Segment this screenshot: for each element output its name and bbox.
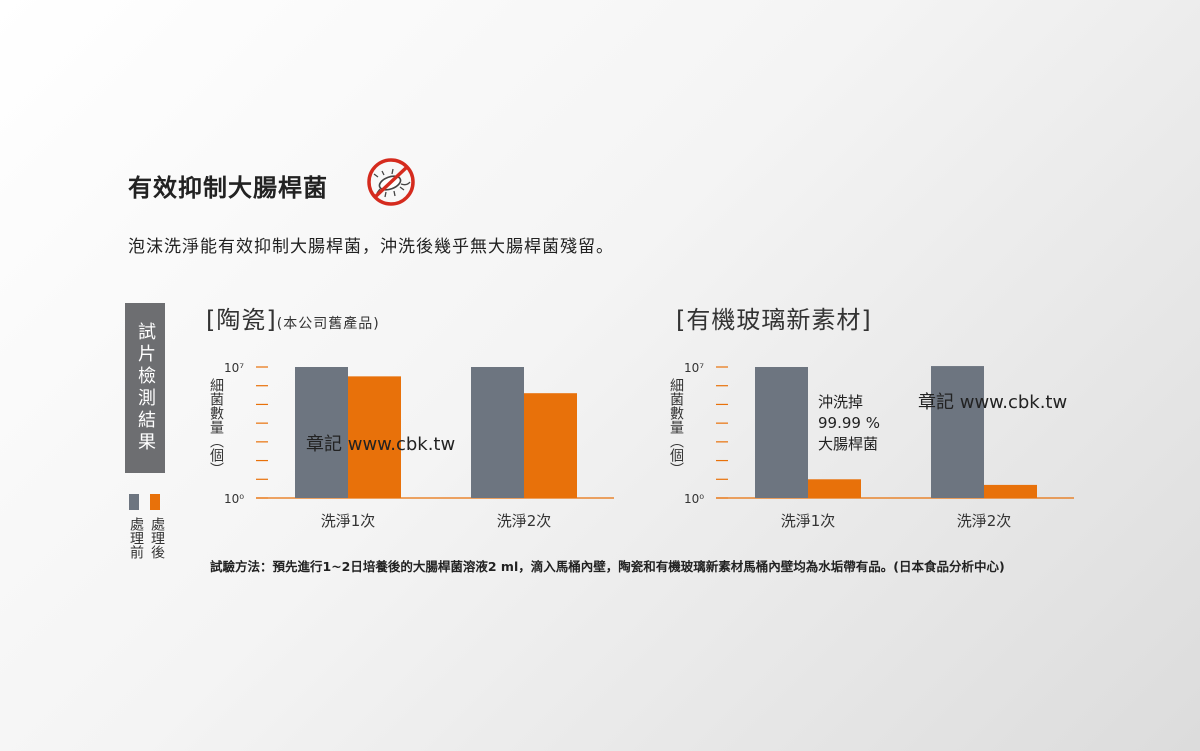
watermark: 章記 www.cbk.tw bbox=[918, 392, 1068, 413]
bar bbox=[348, 376, 401, 498]
bar bbox=[524, 393, 577, 498]
x-tick-label: 洗淨1次 bbox=[781, 512, 836, 530]
bar bbox=[755, 367, 808, 498]
x-tick-label: 洗淨2次 bbox=[497, 512, 552, 530]
chart1-plot: 10⁷ 10⁰ 洗淨1次 洗淨2次 bbox=[224, 361, 614, 530]
bar bbox=[808, 479, 861, 498]
legend-swatch-before bbox=[129, 494, 139, 510]
bar bbox=[984, 484, 1037, 498]
chart2-plot: 10⁷ 10⁰ 洗淨1次 洗淨2次 沖洗掉 99.99 % 大腸桿菌 bbox=[684, 361, 1074, 530]
chart1-ylabel: 細菌數量（個） bbox=[208, 378, 224, 476]
watermark: 章記 www.cbk.tw bbox=[306, 434, 456, 455]
bar bbox=[931, 366, 984, 498]
chart1-title-wrap: [陶瓷](本公司舊產品) bbox=[206, 300, 380, 335]
x-tick-label: 洗淨2次 bbox=[957, 512, 1012, 530]
chart2-title: [有機玻璃新素材] bbox=[676, 306, 872, 334]
bar bbox=[471, 367, 524, 498]
y-tick-label: 10⁰ bbox=[684, 492, 704, 506]
page-subtitle: 泡沫洗淨能有效抑制大腸桿菌，沖洗後幾乎無大腸桿菌殘留。 bbox=[128, 237, 614, 257]
test-method-footnote: 試驗方法：預先進行1~2日培養後的大腸桿菌溶液2 ml，滴入馬桶內壁，陶瓷和有機… bbox=[210, 559, 1005, 574]
test-results-label: 試片檢測結果 bbox=[125, 303, 165, 473]
chart2-title-wrap: [有機玻璃新素材] bbox=[676, 300, 872, 335]
y-tick-label: 10⁰ bbox=[224, 492, 244, 506]
y-tick-label: 10⁷ bbox=[684, 361, 704, 375]
bar bbox=[295, 367, 348, 498]
chart1-title: [陶瓷] bbox=[206, 306, 277, 334]
chart1-subtitle: (本公司舊產品) bbox=[276, 316, 380, 332]
x-tick-label: 洗淨1次 bbox=[321, 512, 376, 530]
chart-annotation: 大腸桿菌 bbox=[818, 435, 878, 453]
y-tick-label: 10⁷ bbox=[224, 361, 244, 375]
chart-annotation: 沖洗掉 bbox=[818, 393, 863, 411]
legend-label-before: 處理前 bbox=[128, 517, 144, 559]
no-bacteria-icon bbox=[367, 158, 415, 206]
legend-swatch-after bbox=[150, 494, 160, 510]
page-title: 有效抑制大腸桿菌 bbox=[128, 174, 328, 202]
chart2-ylabel: 細菌數量（個） bbox=[668, 378, 684, 476]
legend-label-after: 處理後 bbox=[149, 517, 165, 559]
chart-annotation: 99.99 % bbox=[818, 414, 880, 432]
